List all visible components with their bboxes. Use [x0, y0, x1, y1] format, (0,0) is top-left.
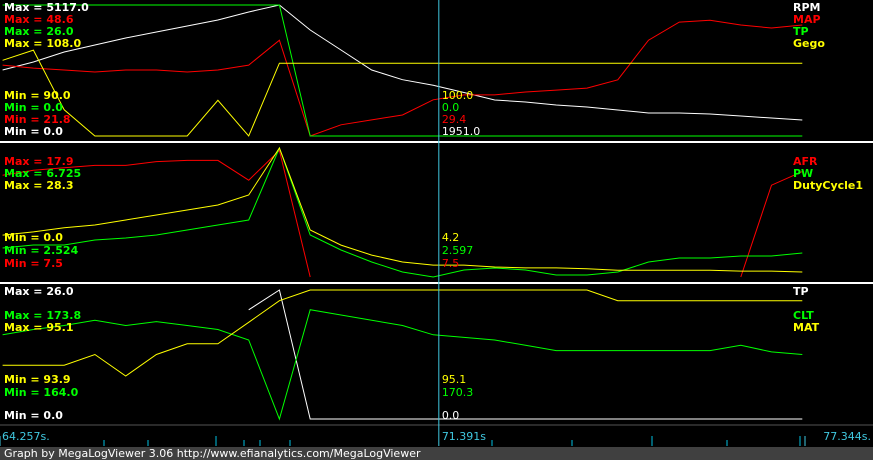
series-name: Gego — [793, 37, 825, 50]
series-name: AFR — [793, 155, 818, 168]
cursor-value: 100.0 — [442, 89, 474, 102]
series-line — [2, 146, 803, 278]
min-label: Min = 0.0 — [4, 101, 63, 114]
cursor-value: 7.5 — [442, 257, 460, 270]
min-label: Min = 21.8 — [4, 113, 71, 126]
series-name: TP — [793, 25, 809, 38]
panel — [2, 289, 803, 421]
max-label: Max = 108.0 — [4, 37, 81, 50]
min-label: Min = 90.0 — [4, 89, 71, 102]
cursor-value: 4.2 — [442, 231, 460, 244]
series-line — [2, 4, 803, 121]
minor-ticks — [103, 436, 801, 446]
panel — [2, 4, 803, 137]
cursor-value: 29.4 — [442, 113, 467, 126]
min-label: Min = 2.524 — [4, 244, 79, 257]
series-line — [2, 309, 803, 421]
series-line — [248, 289, 803, 420]
cursor-value: 0.0 — [442, 409, 460, 422]
min-label: Min = 0.0 — [4, 125, 63, 138]
cursor-value: 2.597 — [442, 244, 474, 257]
series-line — [2, 19, 803, 137]
footer-bar — [0, 447, 873, 460]
min-label: Min = 0.0 — [4, 231, 63, 244]
series-name: CLT — [793, 309, 814, 322]
max-label: Max = 26.0 — [4, 285, 74, 298]
time-label: 77.344s. — [823, 430, 871, 443]
cursor-value: 0.0 — [442, 101, 460, 114]
max-label: Max = 173.8 — [4, 309, 81, 322]
min-label: Min = 164.0 — [4, 386, 79, 399]
series-line — [2, 49, 803, 137]
series-name: TP — [793, 285, 809, 298]
cursor-value: 1951.0 — [442, 125, 481, 138]
series-line — [2, 146, 803, 273]
max-label: Max = 28.3 — [4, 179, 73, 192]
min-label: Min = 93.9 — [4, 373, 71, 386]
max-label: Max = 95.1 — [4, 321, 73, 334]
series-name: DutyCycle1 — [793, 179, 863, 192]
max-label: Max = 6.725 — [4, 167, 81, 180]
series-name: MAP — [793, 13, 821, 26]
cursor-value: 95.1 — [442, 373, 467, 386]
cursor-time: 71.391s — [442, 430, 486, 443]
series-line — [2, 149, 803, 278]
series-line — [2, 289, 803, 377]
max-label: Max = 5117.0 — [4, 1, 89, 14]
footer-text: Graph by MegaLogViewer 3.06 http://www.e… — [4, 447, 421, 460]
min-label: Min = 7.5 — [4, 257, 63, 270]
panel — [2, 146, 803, 278]
min-label: Min = 0.0 — [4, 409, 63, 422]
series-line — [2, 4, 803, 137]
cursor-value: 170.3 — [442, 386, 474, 399]
time-label: 64.257s. — [2, 430, 50, 443]
series-name: RPM — [793, 1, 820, 14]
series-name: MAT — [793, 321, 820, 334]
max-label: Max = 26.0 — [4, 25, 74, 38]
max-label: Max = 17.9 — [4, 155, 73, 168]
max-label: Max = 48.6 — [4, 13, 74, 26]
series-name: PW — [793, 167, 813, 180]
